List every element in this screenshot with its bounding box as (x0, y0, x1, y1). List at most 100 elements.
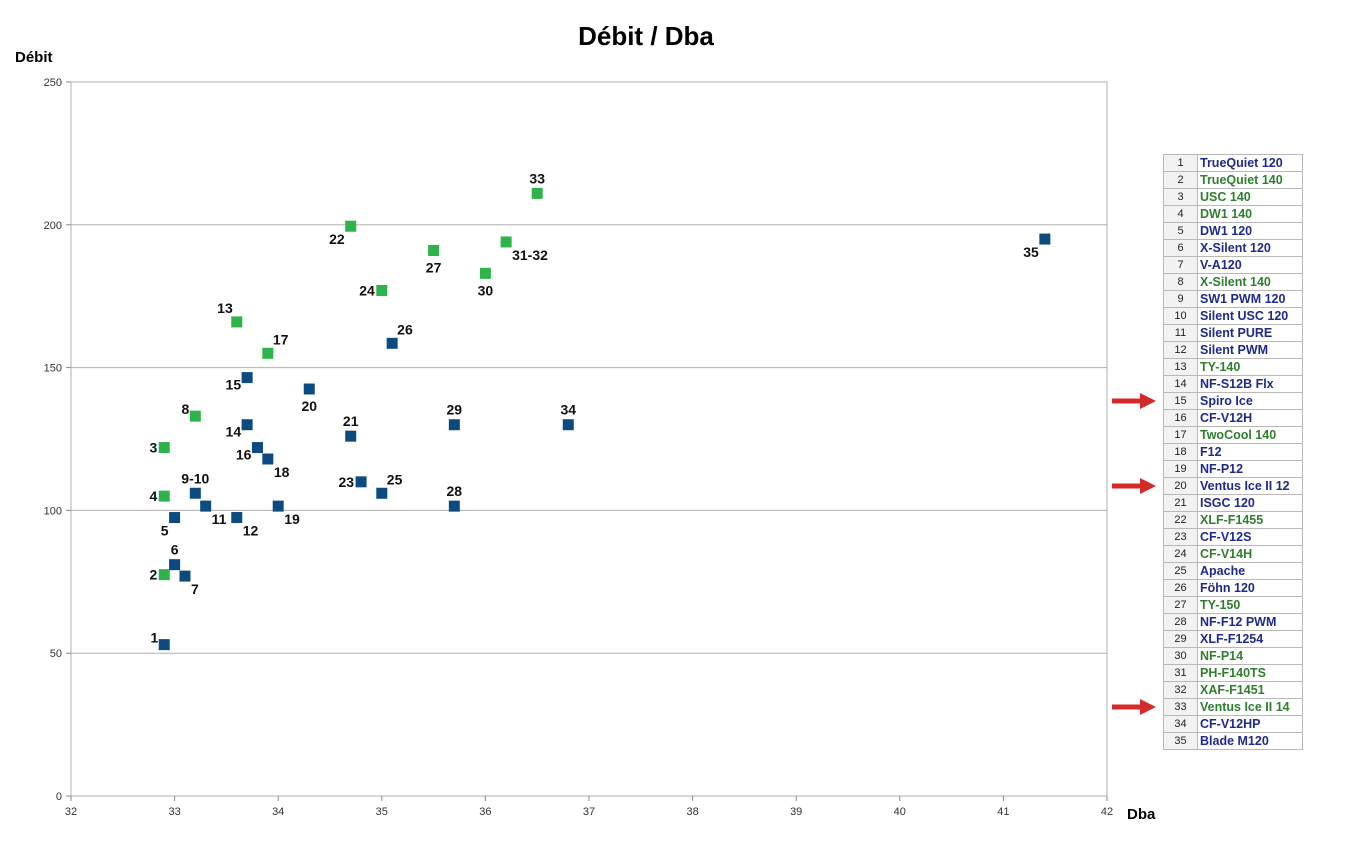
data-label: 4 (149, 488, 157, 504)
legend-number: 33 (1163, 698, 1198, 716)
data-point-2 (158, 569, 170, 581)
legend-row: 12 Silent PWM (1163, 341, 1303, 359)
legend-number: 22 (1163, 511, 1198, 529)
legend-number: 18 (1163, 443, 1198, 461)
legend-name: XAF-F1451 (1197, 681, 1303, 699)
x-tick-label: 40 (894, 806, 906, 818)
data-point-1 (158, 639, 170, 651)
data-point-16 (251, 442, 263, 454)
legend-name: CF-V14H (1197, 545, 1303, 563)
legend-number: 2 (1163, 171, 1198, 189)
legend-name: CF-V12HP (1197, 715, 1303, 733)
legend-name: DW1 140 (1197, 205, 1303, 223)
legend-number: 25 (1163, 562, 1198, 580)
data-point-20 (303, 383, 315, 395)
data-label: 9-10 (181, 470, 209, 486)
legend-name: NF-P14 (1197, 647, 1303, 665)
legend-row: 11 Silent PURE (1163, 324, 1303, 342)
data-label: 11 (212, 511, 227, 527)
x-tick-label: 39 (790, 806, 802, 818)
data-point-30 (479, 267, 491, 279)
legend-name: X-Silent 140 (1197, 273, 1303, 291)
y-axis-label: Débit (15, 49, 53, 66)
data-point-15 (241, 372, 253, 384)
data-point-28 (448, 500, 460, 512)
legend-number: 13 (1163, 358, 1198, 376)
y-tick-label: 250 (44, 77, 62, 89)
legend-row: 35 Blade M120 (1163, 732, 1303, 750)
legend-number: 34 (1163, 715, 1198, 733)
data-point-26 (386, 337, 398, 349)
data-point-17 (262, 347, 274, 359)
legend-number: 16 (1163, 409, 1198, 427)
x-tick-label: 34 (272, 806, 284, 818)
data-point-7 (179, 570, 191, 582)
legend-number: 7 (1163, 256, 1198, 274)
x-tick-label: 42 (1101, 806, 1113, 818)
legend-row: 20 Ventus Ice II 12 (1163, 477, 1303, 495)
legend-row: 22 XLF-F1455 (1163, 511, 1303, 529)
legend-row: 34 CF-V12HP (1163, 715, 1303, 733)
data-label: 18 (274, 464, 290, 480)
data-label: 7 (191, 581, 199, 597)
data-point-3 (158, 442, 170, 454)
legend-name: NF-P12 (1197, 460, 1303, 478)
legend-number: 11 (1163, 324, 1198, 342)
legend-row: 31 PH-F140TS (1163, 664, 1303, 682)
x-tick-label: 35 (376, 806, 388, 818)
legend-number: 15 (1163, 392, 1198, 410)
legend-name: V-A120 (1197, 256, 1303, 274)
data-point-25 (376, 487, 388, 499)
red-arrow-icon (1110, 393, 1158, 409)
legend-name: Föhn 120 (1197, 579, 1303, 597)
data-point-21 (345, 430, 357, 442)
legend-number: 32 (1163, 681, 1198, 699)
legend-name: TY-140 (1197, 358, 1303, 376)
legend-name: X-Silent 120 (1197, 239, 1303, 257)
legend-number: 27 (1163, 596, 1198, 614)
x-tick-label: 38 (686, 806, 698, 818)
legend-row: 29 XLF-F1254 (1163, 630, 1303, 648)
legend-table: 1 TrueQuiet 120 2 TrueQuiet 140 3 USC 140 4 DW1… (1163, 154, 1303, 750)
data-label: 17 (273, 331, 289, 347)
legend-name: TrueQuiet 120 (1197, 154, 1303, 172)
data-label: 29 (447, 402, 463, 418)
data-label: 30 (478, 282, 494, 298)
legend-row: 19 NF-P12 (1163, 460, 1303, 478)
data-label: 15 (226, 377, 242, 393)
legend-number: 10 (1163, 307, 1198, 325)
legend-name: XLF-F1254 (1197, 630, 1303, 648)
legend-number: 31 (1163, 664, 1198, 682)
legend-name: TrueQuiet 140 (1197, 171, 1303, 189)
legend-number: 17 (1163, 426, 1198, 444)
data-label: 21 (343, 413, 359, 429)
legend-row: 28 NF-F12 PWM (1163, 613, 1303, 631)
legend-row: 2 TrueQuiet 140 (1163, 171, 1303, 189)
legend-row: 23 CF-V12S (1163, 528, 1303, 546)
data-point-33 (531, 187, 543, 199)
legend-row: 33 Ventus Ice II 14 (1163, 698, 1303, 716)
legend-number: 14 (1163, 375, 1198, 393)
legend-name: Silent PWM (1197, 341, 1303, 359)
legend-number: 26 (1163, 579, 1198, 597)
legend-row: 30 NF-P14 (1163, 647, 1303, 665)
y-tick-label: 150 (44, 363, 62, 375)
legend-number: 35 (1163, 732, 1198, 750)
legend-name: Silent USC 120 (1197, 307, 1303, 325)
legend-number: 20 (1163, 477, 1198, 495)
data-label: 5 (161, 523, 169, 539)
legend-row: 24 CF-V14H (1163, 545, 1303, 563)
data-point-8 (189, 410, 201, 422)
x-tick-label: 33 (168, 806, 180, 818)
legend-row: 6 X-Silent 120 (1163, 239, 1303, 257)
legend-number: 19 (1163, 460, 1198, 478)
x-tick-label: 41 (997, 806, 1009, 818)
data-label: 31-32 (512, 247, 548, 263)
data-label: 1 (150, 630, 158, 646)
data-point-12 (231, 512, 243, 524)
data-point-6 (169, 559, 181, 571)
data-point-27 (428, 245, 440, 257)
y-tick-label: 0 (56, 791, 62, 803)
legend-name: Silent PURE (1197, 324, 1303, 342)
